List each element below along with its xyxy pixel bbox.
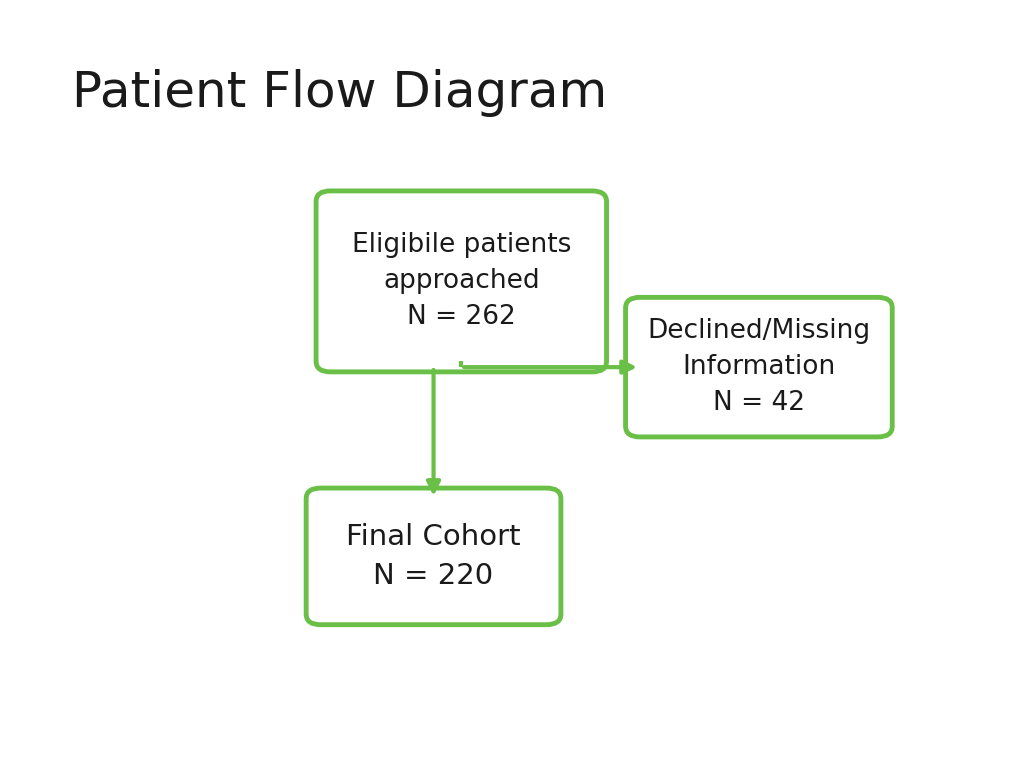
FancyBboxPatch shape [306, 488, 561, 624]
FancyBboxPatch shape [626, 297, 892, 437]
Text: Declined/Missing
Information
N = 42: Declined/Missing Information N = 42 [647, 318, 870, 416]
Text: Patient Flow Diagram: Patient Flow Diagram [72, 69, 607, 118]
Text: Eligibile patients
approached
N = 262: Eligibile patients approached N = 262 [351, 233, 571, 330]
Text: Final Cohort
N = 220: Final Cohort N = 220 [346, 523, 521, 590]
FancyBboxPatch shape [316, 191, 606, 372]
